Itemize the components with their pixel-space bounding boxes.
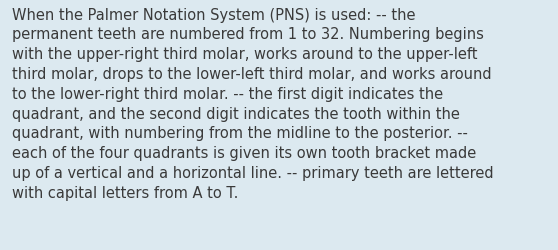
Text: When the Palmer Notation System (PNS) is used: -- the
permanent teeth are number: When the Palmer Notation System (PNS) is…	[12, 8, 494, 200]
